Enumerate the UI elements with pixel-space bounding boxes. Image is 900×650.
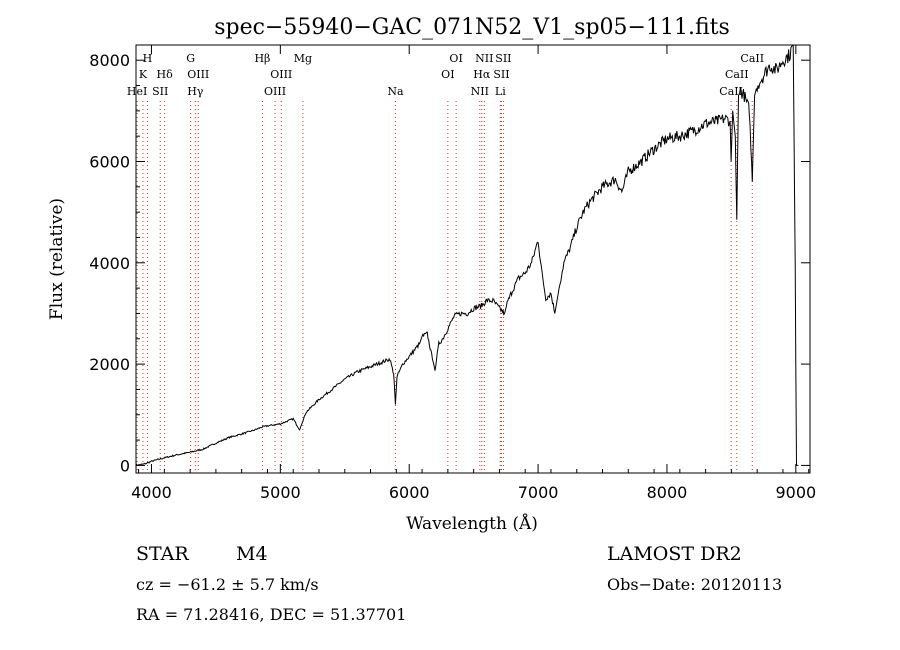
line-marker-label: Hδ: [157, 68, 174, 81]
line-marker-label: HeI: [127, 85, 147, 98]
line-marker-label: Li: [495, 85, 506, 98]
spectral-line-labels: HeIKHSIIHδGHγOIIIHβOIIIOIIIMgNaOIOINIIHα…: [127, 52, 764, 98]
x-tick-label: 7000: [518, 483, 559, 502]
y-axis-label: Flux (relative): [47, 198, 67, 320]
x-tick-label: 5000: [260, 483, 301, 502]
line-marker-label: CaII: [725, 68, 749, 81]
line-marker-label: OIII: [187, 68, 209, 81]
line-marker-label: SII: [493, 68, 509, 81]
x-tick-label: 6000: [389, 483, 430, 502]
object-subclass: M4: [236, 543, 268, 565]
line-marker-label: OIII: [270, 68, 292, 81]
x-tick-label: 8000: [647, 483, 688, 502]
spectrum-line: [135, 44, 799, 467]
line-marker-label: Hβ: [254, 52, 270, 65]
line-marker-label: Hγ: [187, 85, 204, 98]
x-axis-label: Wavelength (Å): [406, 513, 538, 534]
x-axis: 4000 5000 6000 7000 8000 9000: [131, 45, 816, 502]
survey-name: LAMOST DR2: [607, 543, 742, 565]
line-marker-label: SII: [495, 52, 511, 65]
line-marker-label: SII: [152, 85, 168, 98]
plot-frame: [135, 44, 811, 474]
line-marker-label: Mg: [294, 52, 312, 65]
y-tick-label: 4000: [89, 254, 130, 273]
x-tick-label: 9000: [775, 483, 816, 502]
line-marker-label: Na: [387, 85, 404, 98]
line-marker-label: CaII: [719, 85, 743, 98]
y-axis: 0 2000 4000 6000 8000: [89, 51, 810, 475]
line-marker-label: OI: [449, 52, 462, 65]
y-tick-label: 8000: [89, 51, 130, 70]
line-marker-label: Hα: [473, 68, 491, 81]
line-marker-label: NII: [475, 52, 493, 65]
object-class: STAR: [136, 543, 189, 565]
observation-date: Obs−Date: 20120113: [607, 575, 782, 594]
chart-title: spec−55940−GAC_071N52_V1_sp05−111.fits: [214, 15, 730, 40]
line-marker-label: H: [143, 52, 153, 65]
spectral-line-markers: [136, 101, 753, 473]
y-tick-label: 6000: [89, 152, 130, 171]
line-marker-label: K: [139, 68, 148, 81]
y-tick-label: 0: [120, 456, 130, 475]
coordinates: RA = 71.28416, DEC = 51.37701: [136, 605, 406, 624]
line-marker-label: G: [186, 52, 195, 65]
x-tick-label: 4000: [131, 483, 172, 502]
line-marker-label: CaII: [740, 52, 764, 65]
line-marker-label: OI: [441, 68, 454, 81]
y-tick-label: 2000: [89, 355, 130, 374]
line-marker-label: NII: [471, 85, 489, 98]
line-marker-label: OIII: [264, 85, 286, 98]
redshift-cz: cz = −61.2 ± 5.7 km/s: [136, 575, 319, 594]
